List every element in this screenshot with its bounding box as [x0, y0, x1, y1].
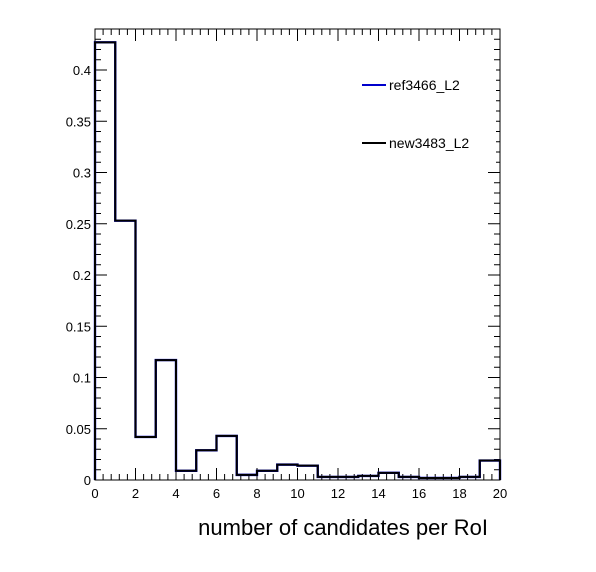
y-tick-label: 0.1: [73, 371, 91, 386]
x-tick-label: 14: [371, 486, 385, 501]
y-tick-label: 0.4: [73, 63, 91, 78]
y-tick-labels: 0 0.05 0.1 0.15 0.2 0.25 0.3 0.35 0.4: [66, 63, 91, 488]
x-tick-label: 12: [331, 486, 345, 501]
legend: ref3466_L2 new3483_L2: [356, 62, 496, 172]
x-tick-label: 18: [452, 486, 466, 501]
x-axis-title: number of candidates per RoI: [198, 515, 488, 540]
legend-box: [356, 62, 496, 172]
legend-label-ref: ref3466_L2: [389, 77, 460, 93]
y-tick-label: 0.25: [66, 217, 91, 232]
x-tick-label: 20: [493, 486, 507, 501]
x-tick-label: 6: [213, 486, 220, 501]
series-layer: [93, 41, 502, 480]
x-tick-label: 8: [253, 486, 260, 501]
y-tick-label: 0: [84, 473, 91, 488]
x-tick-label: 16: [412, 486, 426, 501]
series-new3483_L2: [94, 41, 501, 480]
y-tick-label: 0.3: [73, 166, 91, 181]
x-tick-labels: 0 2 4 6 8 10 12 14 16 18 20: [91, 486, 507, 501]
x-tick-label: 0: [91, 486, 98, 501]
y-tick-label: 0.2: [73, 268, 91, 283]
y-tick-label: 0.05: [66, 422, 91, 437]
x-tick-label: 2: [132, 486, 139, 501]
legend-label-new: new3483_L2: [389, 135, 469, 151]
x-tick-label: 4: [172, 486, 179, 501]
y-tick-label: 0.15: [66, 319, 91, 334]
y-tick-label: 0.35: [66, 114, 91, 129]
x-tick-label: 10: [290, 486, 304, 501]
